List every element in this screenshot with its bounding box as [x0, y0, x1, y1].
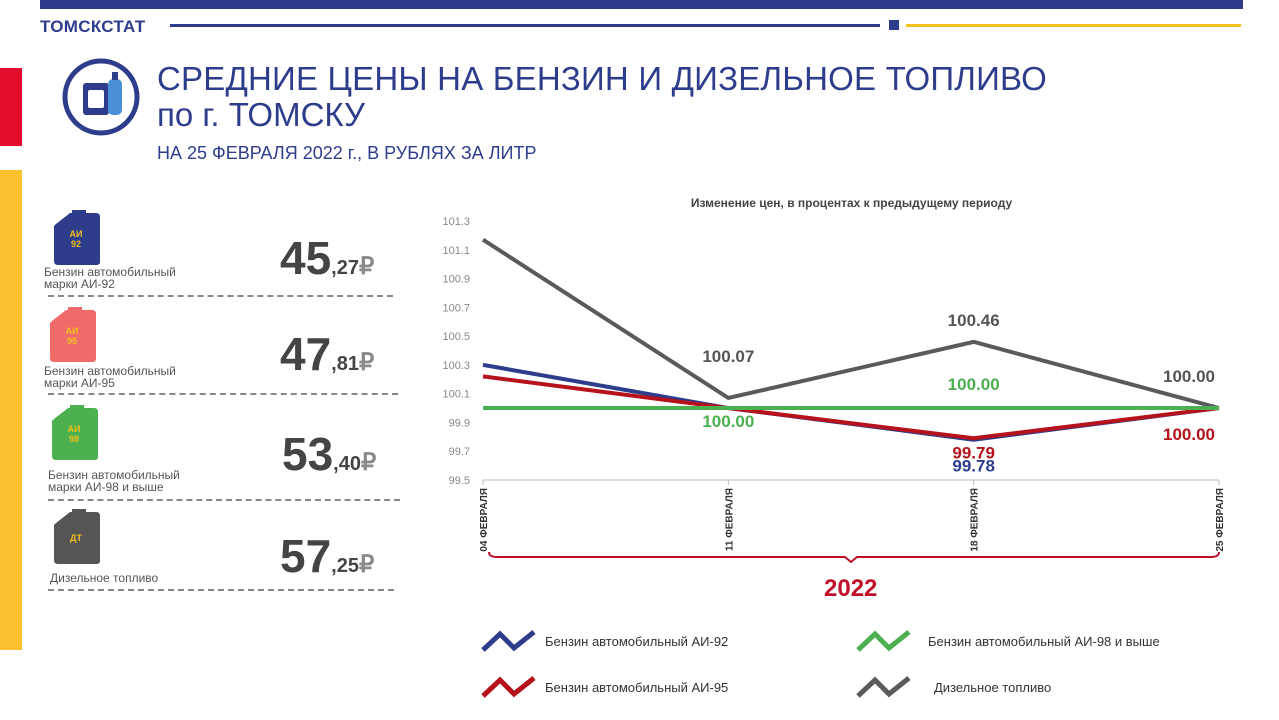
fuel-name: Дизельное топливо [50, 572, 158, 584]
fuel-name: Бензин автомобильный марки АИ-95 [44, 365, 176, 389]
fuel-divider [48, 393, 398, 395]
y-tick-label: 100.1 [442, 389, 470, 401]
series-line-1 [482, 374, 1220, 441]
legend-label: Бензин автомобильный АИ-98 и выше [928, 634, 1160, 649]
fuel-name: Бензин автомобильный марки АИ-98 и выше [48, 469, 180, 493]
header-rule-yellow [906, 24, 1241, 27]
legend-swatch-icon [481, 676, 536, 698]
price-kopecks: ,27 [331, 257, 359, 279]
price-rubles: 47 [280, 328, 332, 380]
fuel-price: 47,81₽ [280, 327, 374, 381]
page-subtitle: НА 25 ФЕВРАЛЯ 2022 г., В РУБЛЯХ ЗА ЛИТР [157, 143, 537, 163]
ruble-sign-icon: ₽ [358, 253, 375, 280]
price-kopecks: ,40 [333, 453, 361, 475]
price-rubles: 53 [282, 428, 334, 480]
page-title-line2: по г. ТОМСКУ [157, 96, 365, 133]
fuel-divider [48, 499, 400, 501]
y-tick-label: 100.7 [442, 302, 470, 314]
ruble-sign-icon: ₽ [360, 449, 377, 476]
data-label: 99.79 [952, 443, 995, 462]
fuel-can-icon [54, 509, 100, 564]
fuel-can-label: ДТ [70, 533, 82, 543]
fuel-price: 57,25₽ [280, 529, 374, 583]
brand-name: ТОМСКСТАТ [40, 17, 146, 36]
data-label: 100.07 [702, 347, 754, 366]
x-tick-label: 18 ФЕВРАЛЯ [970, 488, 981, 552]
fuel-can-icon [50, 307, 96, 362]
fuel-name-line2: марки АИ-95 [44, 376, 115, 390]
legend-label: Дизельное топливо [934, 680, 1052, 695]
y-tick-label: 99.9 [449, 417, 470, 429]
chart-year-label: 2022 [824, 575, 878, 602]
series-line-3 [481, 238, 1220, 410]
legend-swatch-icon [856, 630, 911, 652]
fuel-name-line1: Бензин автомобильный [48, 468, 180, 482]
ruble-sign-icon: ₽ [358, 349, 375, 376]
fuel-can-label: АИ 98 [67, 424, 81, 444]
chart-title: Изменение цен, в процентах к предыдущему… [691, 196, 1013, 210]
fuel-price: 53,40₽ [282, 427, 376, 481]
fuel-name-line1: Бензин автомобильный [44, 265, 176, 279]
y-tick-label: 101.3 [442, 216, 470, 228]
data-label: 100.00 [1163, 425, 1215, 444]
fuel-price: 45,27₽ [280, 231, 374, 285]
header-rule-square [889, 20, 899, 30]
y-tick-label: 99.5 [449, 475, 470, 487]
data-label: 99.78 [952, 457, 995, 476]
fuel-can-icon [54, 210, 100, 265]
ruble-sign-icon: ₽ [358, 551, 375, 578]
x-tick-label: 25 ФЕВРАЛЯ [1215, 488, 1226, 552]
data-label: 100.46 [948, 311, 1000, 330]
price-rubles: 45 [280, 232, 332, 284]
price-rubles: 57 [280, 530, 332, 582]
legend-swatch-icon [856, 676, 911, 698]
fuel-can-label: АИ 92 [69, 229, 83, 249]
fuel-can-label: АИ 95 [65, 326, 79, 346]
y-tick-label: 100.9 [442, 274, 470, 286]
price-change-chart: Изменение цен, в процентах к предыдущему… [442, 196, 1226, 564]
fuel-name-line1: Дизельное топливо [50, 571, 159, 585]
y-tick-label: 100.3 [442, 360, 470, 372]
y-tick-label: 99.7 [449, 446, 470, 458]
y-tick-label: 101.1 [442, 245, 470, 257]
price-kopecks: ,81 [331, 353, 359, 375]
fuel-name-line2: марки АИ-92 [44, 277, 115, 291]
legend-label: Бензин автомобильный АИ-92 [545, 634, 729, 649]
fuel-divider [48, 295, 393, 297]
fuel-logo-icon [62, 58, 140, 136]
x-tick-label: 04 ФЕВРАЛЯ [479, 488, 490, 552]
page-title-line1: СРЕДНИЕ ЦЕНЫ НА БЕНЗИН И ДИЗЕЛЬНОЕ ТОПЛИ… [157, 60, 1048, 97]
fuel-name: Бензин автомобильный марки АИ-92 [44, 266, 176, 290]
y-tick-label: 100.5 [442, 331, 470, 343]
data-label: 100.00 [702, 412, 754, 431]
legend-swatch-icon [481, 630, 536, 652]
legend-label: Бензин автомобильный АИ-95 [545, 680, 729, 695]
data-label: 100.00 [948, 375, 1000, 394]
fuel-name-line2: марки АИ-98 и выше [48, 480, 164, 494]
top-bar [40, 0, 1243, 9]
x-tick-label: 11 ФЕВРАЛЯ [724, 488, 735, 551]
series-line-0 [482, 362, 1220, 442]
price-kopecks: ,25 [331, 555, 359, 577]
fuel-name-line1: Бензин автомобильный [44, 364, 176, 378]
fuel-divider [48, 589, 394, 591]
side-strip-yellow [0, 170, 22, 650]
year-brace [488, 551, 1220, 564]
fuel-can-icon [52, 405, 98, 460]
header-rule-blue [170, 24, 880, 27]
data-label: 100.00 [1163, 367, 1215, 386]
side-strip-red [0, 68, 22, 146]
